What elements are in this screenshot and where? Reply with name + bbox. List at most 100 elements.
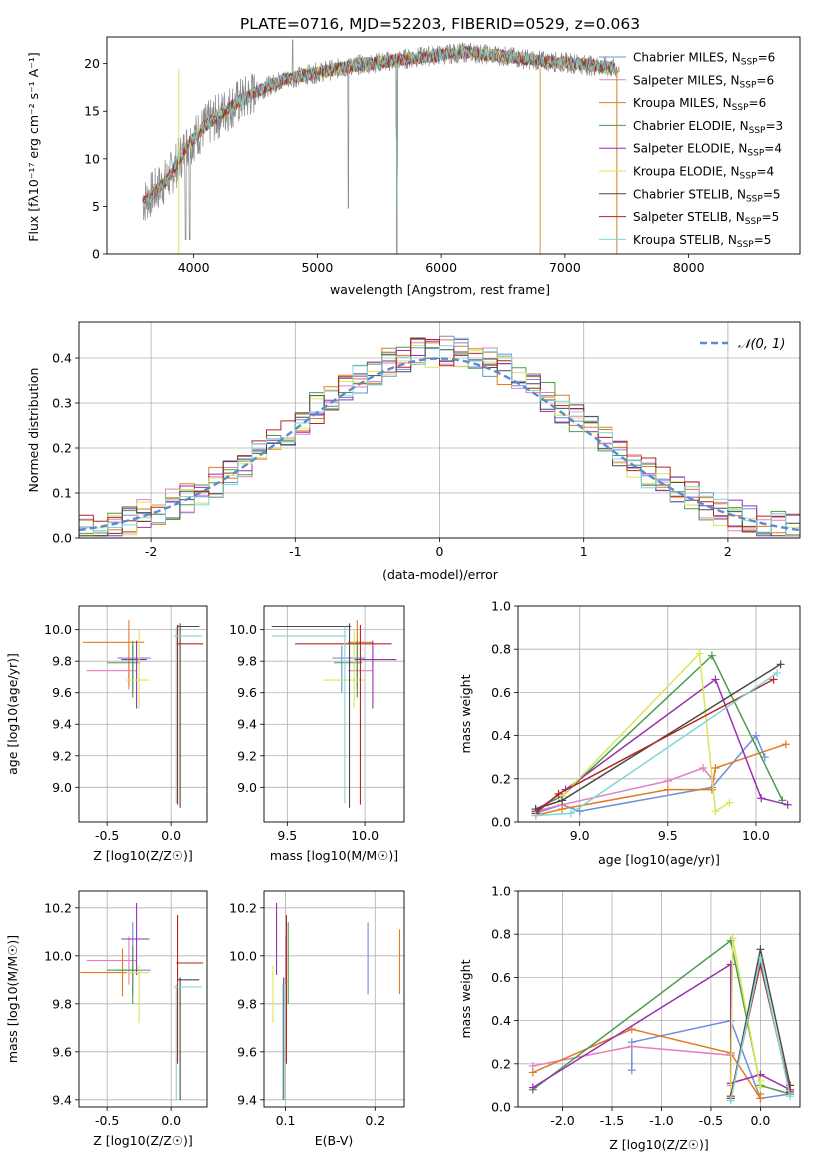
plot-frame	[263, 605, 405, 823]
y-axis-label: Flux [fλ10⁻¹⁷ erg cm⁻² s⁻¹ A⁻¹]	[26, 52, 41, 241]
weight-line	[561, 651, 730, 813]
x-tick-label: 9.5	[277, 828, 297, 843]
model-spectrum	[142, 45, 616, 254]
plot-frame	[517, 890, 801, 1108]
x-tick-label: -1	[289, 544, 301, 559]
x-tick-label: 5000	[301, 260, 333, 275]
x-tick-label: 9.0	[570, 828, 590, 843]
weight-marker	[711, 675, 720, 684]
model-spectrum	[142, 45, 616, 254]
y-tick-label: 1.0	[491, 599, 511, 614]
y-tick-label: 1.0	[491, 884, 511, 899]
weight-marker	[707, 785, 716, 794]
y-tick-label: 0.0	[491, 1100, 511, 1115]
x-tick-label: -2.0	[550, 1113, 574, 1128]
weight-marker	[726, 960, 735, 969]
x-axis-label: mass [log10(M/M☉)]	[270, 848, 398, 863]
weight-marker	[558, 796, 567, 805]
plot-frame	[78, 605, 208, 823]
model-spectrum	[142, 45, 616, 254]
weight-marker	[575, 807, 584, 816]
weight-marker	[554, 789, 563, 798]
y-tick-label: 0.4	[491, 1013, 511, 1028]
legend-entry: Salpeter ELODIE, NSSP=4	[633, 142, 782, 159]
plot-frame	[263, 890, 405, 1108]
weight-marker	[783, 800, 792, 809]
legend-entry: Kroupa MILES, NSSP=6	[633, 96, 766, 113]
y-tick-label: 9.8	[52, 996, 72, 1011]
x-tick-label: 10.0	[351, 828, 379, 843]
y-tick-label: 0.8	[491, 642, 511, 657]
y-tick-label: 10	[84, 151, 100, 166]
x-tick-label: 0	[436, 544, 444, 559]
mass-vs-metallicity-panel: -0.5 0.0 9.4 9.6 9.8 10.0 10.2 Z [log10(Z/Z☉)] m…	[5, 890, 208, 1148]
spectrum-panel: 4000 5000 6000 7000 8000 0 5 10 15 20 wavelength […	[26, 36, 801, 297]
y-tick-label: 0.4	[491, 728, 511, 743]
weight-marker	[699, 764, 708, 772]
y-tick-label: 20	[84, 56, 100, 71]
y-tick-label: 0.0	[491, 815, 511, 830]
y-tick-label: 9.4	[52, 717, 72, 732]
y-tick-label: 9.4	[52, 1092, 72, 1107]
y-tick-label: 0.2	[491, 771, 511, 786]
weight-marker	[756, 945, 765, 954]
weight-line	[532, 939, 791, 1095]
x-tick-label: 10.0	[742, 828, 770, 843]
model-spectrum	[142, 45, 616, 254]
x-tick-label: -0.5	[699, 1113, 723, 1128]
legend-entry: Chabrier STELIB, NSSP=5	[633, 187, 781, 204]
y-axis-label: age [log10(age/yr)]	[5, 653, 20, 775]
x-tick-label: 8000	[673, 260, 705, 275]
y-tick-label: 10.0	[229, 948, 257, 963]
y-tick-label: 0.4	[52, 351, 72, 366]
y-tick-label: 9.8	[237, 654, 257, 669]
weight-marker	[726, 1096, 735, 1105]
error-bars	[271, 620, 397, 808]
y-tick-label: 0.1	[52, 486, 72, 501]
weight-marker	[627, 1042, 636, 1051]
histogram-steps	[79, 338, 800, 537]
weight-marker	[566, 809, 575, 818]
y-tick-label: 5	[92, 199, 100, 214]
mass-weight-vs-age-panel: 9.0 9.5 10.0 0.0 0.2 0.4 0.6 0.8 1.0 age [log10(a…	[458, 599, 801, 867]
x-tick-label: 2	[724, 544, 732, 559]
y-tick-label: 0.2	[52, 441, 72, 456]
y-tick-label: 9.6	[52, 1044, 72, 1059]
model-spectrum	[142, 46, 616, 254]
x-tick-label: -1.5	[600, 1113, 624, 1128]
weight-marker	[773, 668, 782, 677]
x-axis-label: age [log10(age/yr)]	[598, 852, 720, 867]
mass-weight-vs-metallicity-panel: -2.0 -1.5 -1.0 -0.5 0.0 0.0 0.2 0.4 0.6 0.8 1.0 Z […	[458, 884, 801, 1152]
weight-marker	[531, 811, 540, 820]
y-tick-label: 10.0	[44, 622, 72, 637]
legend-entry: Chabrier ELODIE, NSSP=3	[633, 119, 783, 136]
weight-marker	[695, 649, 704, 658]
age-vs-mass-panel: 9.5 10.0 9.0 9.2 9.4 9.6 9.8 10.0 mass [log10(M/…	[229, 605, 405, 863]
figure-title: PLATE=0716, MJD=52203, FIBERID=0529, z=0…	[240, 15, 640, 33]
error-bars	[272, 903, 401, 1100]
x-tick-label: -2	[145, 544, 157, 559]
x-axis-label: (data-model)/error	[382, 567, 499, 582]
legend-entry: Chabrier MILES, NSSP=6	[633, 51, 775, 68]
weight-marker	[663, 785, 672, 794]
legend-entry: 𝒩(0, 1)	[738, 337, 785, 352]
x-tick-label: 4000	[178, 260, 210, 275]
y-tick-label: 10.0	[44, 948, 72, 963]
x-tick-label: 0.1	[276, 1113, 296, 1128]
error-bars	[82, 620, 204, 808]
spectrum-lines	[142, 39, 620, 254]
histogram-series	[79, 335, 800, 537]
model-spectrum	[142, 46, 616, 254]
weight-line	[535, 734, 766, 815]
y-tick-label: 9.2	[237, 748, 257, 763]
weight-marker	[663, 776, 672, 785]
x-tick-label: -0.5	[95, 1113, 119, 1128]
model-spectrum	[142, 44, 616, 254]
y-tick-label: 9.4	[237, 717, 257, 732]
x-tick-label: 0.0	[161, 828, 181, 843]
x-axis-label: Z [log10(Z/Z☉)]	[93, 848, 193, 863]
y-axis-label: mass [log10(M/M☉)]	[5, 935, 20, 1063]
plot-frame	[78, 890, 208, 1108]
weight-marker	[781, 740, 790, 749]
x-tick-label: -1.0	[649, 1113, 673, 1128]
